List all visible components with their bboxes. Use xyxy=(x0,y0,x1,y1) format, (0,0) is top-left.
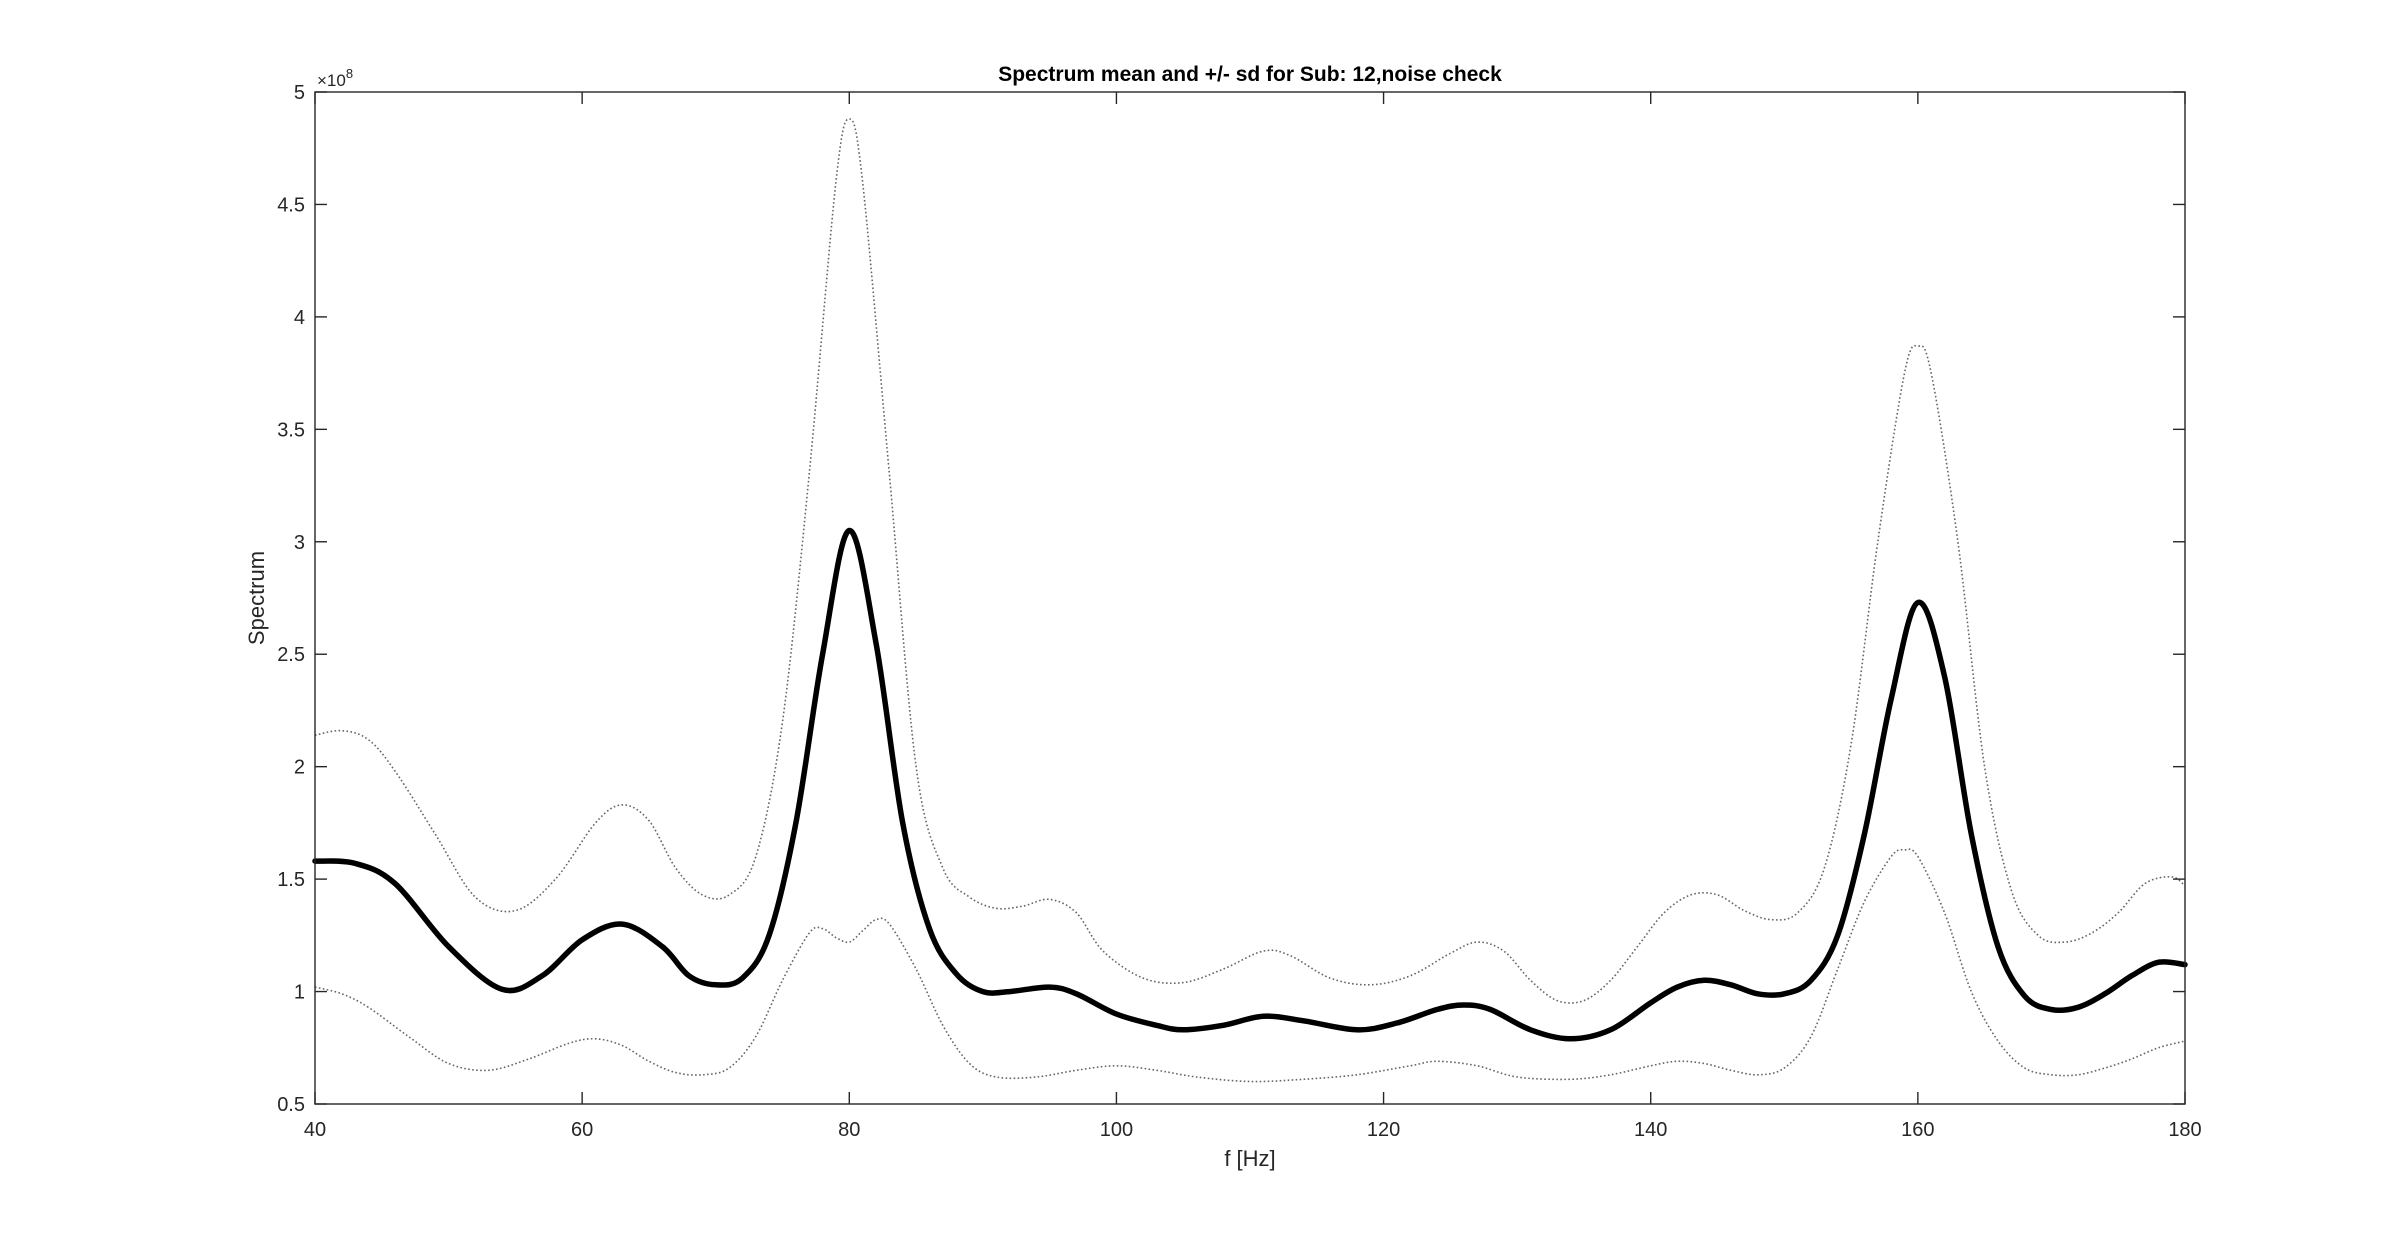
x-tick-label: 160 xyxy=(1901,1119,1934,1141)
y-tick-label: 4 xyxy=(294,307,305,329)
y-axis-exponent: ×108 xyxy=(317,66,353,90)
x-tick-label: 180 xyxy=(2168,1119,2201,1141)
y-tick-label: 5 xyxy=(294,82,305,104)
y-axis-label: Spectrum xyxy=(244,551,269,645)
y-tick-label: 2 xyxy=(294,757,305,779)
y-tick-label: 3 xyxy=(294,532,305,554)
series-line-mean-plus-sd xyxy=(314,118,2186,1004)
y-tick-label: 1.5 xyxy=(277,869,305,891)
y-axis-exponent-base: ×10 xyxy=(317,71,346,90)
x-axis-label: f [Hz] xyxy=(1224,1146,1275,1171)
x-tick-label: 40 xyxy=(304,1119,326,1141)
y-tick-label: 3.5 xyxy=(277,419,305,441)
tick-layer: 40 60 80 100 120 140 160 180 0.5 1 1.5 2 2.5 3 3.5 4 4.5… xyxy=(277,82,2202,1141)
series-line-mean xyxy=(312,527,2188,1042)
y-axis-exponent-power: 8 xyxy=(346,66,353,81)
chart-title: Spectrum mean and +/- sd for Sub: 12,noi… xyxy=(998,63,1502,86)
series-layer xyxy=(312,118,2188,1083)
y-tick-label: 0.5 xyxy=(277,1094,305,1116)
axes-box xyxy=(314,91,2186,1105)
y-tick-label: 2.5 xyxy=(277,644,305,666)
y-tick-label: 1 xyxy=(294,982,305,1004)
y-tick-label: 4.5 xyxy=(277,194,305,216)
x-tick-label: 80 xyxy=(838,1119,860,1141)
x-tick-label: 100 xyxy=(1100,1119,1133,1141)
x-tick-label: 60 xyxy=(571,1119,593,1141)
x-tick-label: 120 xyxy=(1367,1119,1400,1141)
x-tick-label: 140 xyxy=(1634,1119,1667,1141)
